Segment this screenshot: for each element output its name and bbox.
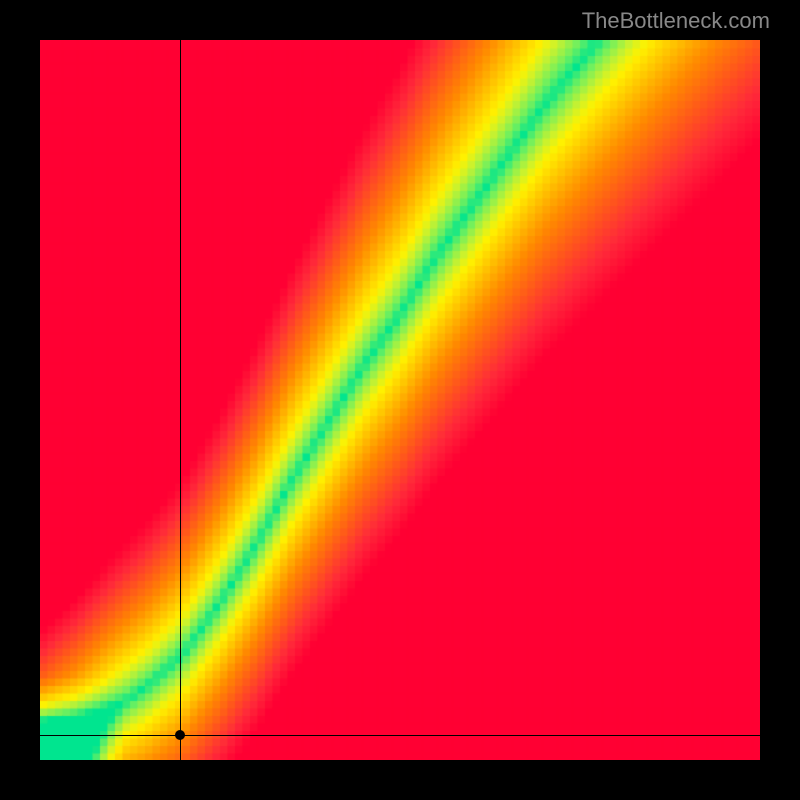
watermark-text: TheBottleneck.com — [582, 8, 770, 34]
crosshair-vertical — [180, 40, 181, 760]
heatmap-canvas — [40, 40, 760, 760]
crosshair-marker — [175, 730, 185, 740]
crosshair-horizontal — [40, 735, 760, 736]
